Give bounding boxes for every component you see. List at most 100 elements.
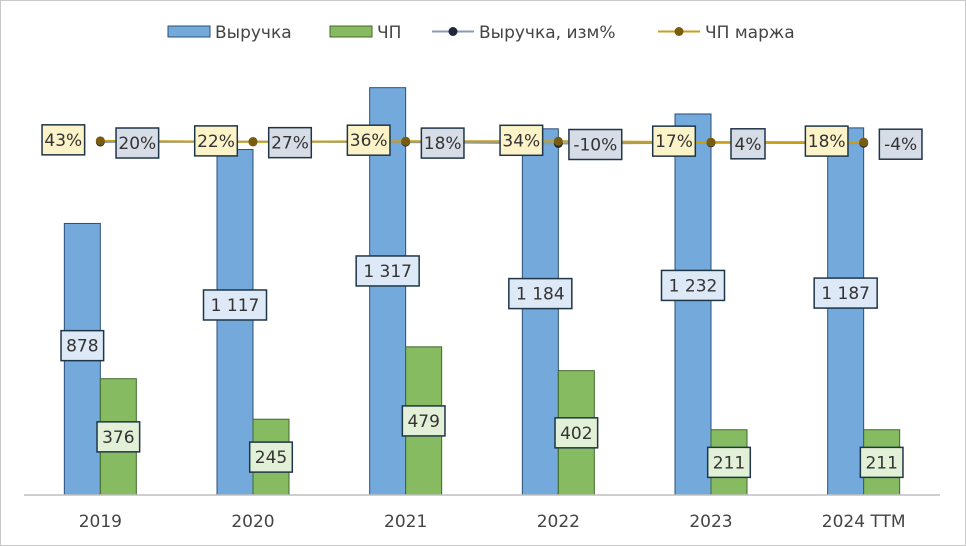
legend-label-1: ЧП	[377, 23, 401, 43]
label-net-profit-2022-box	[554, 417, 599, 449]
label-revenue-change-2019-text: 20%	[118, 134, 156, 154]
legend-marker-3	[674, 27, 684, 36]
legend-label-3: ЧП маржа	[705, 23, 795, 43]
net-margin-point-2022	[553, 136, 563, 146]
label-revenue-change-2022-text: -10%	[573, 136, 617, 156]
data-labels-layer: 878 376 1 117 245 1 317 479 1 184 402 1 232 211 1 …	[41, 124, 923, 479]
label-net-profit-2022: 402	[554, 417, 599, 449]
x-tick-2019: 2019	[79, 512, 122, 532]
label-revenue-2021-text: 1 317	[363, 262, 412, 282]
label-revenue-2019-text: 878	[66, 337, 98, 357]
label-revenue-change-2020-text: 27%	[271, 134, 309, 154]
label-net-profit-2020-text: 245	[255, 448, 287, 468]
legend-marker-2	[448, 27, 458, 36]
label-net-margin-2020-box	[193, 125, 239, 157]
label-net-margin-2023-text: 17%	[655, 132, 693, 152]
label-revenue-2022-box	[508, 277, 573, 310]
label-revenue-2019-box	[60, 329, 105, 362]
label-revenue-change-2024 TTM: -4%	[878, 128, 923, 160]
label-net-margin-2020-text: 22%	[197, 132, 235, 152]
label-net-margin-2023: 17%	[651, 125, 697, 157]
label-revenue-2024 TTM-box	[813, 277, 878, 309]
label-revenue-change-2024 TTM-box	[878, 128, 923, 160]
label-net-profit-2019-box	[96, 421, 141, 453]
label-net-margin-2023-box	[651, 125, 697, 157]
x-tick-2023: 2023	[689, 512, 732, 532]
label-net-margin-2019-text: 43%	[44, 131, 82, 151]
label-net-margin-2024 TTM-text: 18%	[808, 132, 846, 152]
label-revenue-change-2023-text: 4%	[735, 135, 762, 155]
bar-revenue-2023	[674, 113, 712, 496]
label-net-profit-2022-text: 402	[560, 424, 592, 444]
net-margin-point-2020	[248, 137, 258, 147]
label-net-profit-2021: 479	[401, 405, 446, 437]
label-net-margin-2021: 36%	[346, 124, 391, 156]
x-axis: 2019 2020 2021 2022 2023 2024 TTM	[24, 494, 940, 532]
label-net-margin-2019-box	[41, 124, 86, 156]
net-margin-point-2019	[95, 136, 105, 146]
label-revenue-2020-box	[202, 289, 268, 321]
label-revenue-change-2019-box	[115, 127, 160, 159]
net-margin-point-2021	[401, 136, 411, 146]
label-net-margin-2021-text: 36%	[350, 131, 388, 151]
label-revenue-change-2020-box	[267, 126, 313, 159]
label-net-profit-2021-box	[401, 405, 446, 437]
label-net-profit-2023-text: 211	[713, 453, 745, 473]
label-revenue-2020: 1 117	[202, 289, 268, 321]
label-net-margin-2022: 34%	[499, 124, 544, 157]
legend-item-2: Выручка, изм%	[432, 23, 616, 43]
label-net-profit-2019-text: 376	[102, 428, 134, 448]
label-revenue-change-2024 TTM-text: -4%	[884, 135, 917, 155]
label-net-profit-2021-text: 479	[407, 412, 439, 432]
bars-layer	[63, 87, 901, 496]
label-revenue-change-2021-text: 18%	[424, 134, 462, 154]
label-revenue-2022: 1 184	[508, 277, 573, 310]
label-net-profit-2024 TTM: 211	[859, 446, 904, 479]
label-revenue-change-2021-box	[420, 127, 465, 159]
label-revenue-change-2023-box	[730, 128, 766, 160]
label-revenue-2024 TTM: 1 187	[813, 277, 878, 309]
label-net-profit-2024 TTM-box	[859, 446, 904, 479]
bar-revenue-2020	[216, 149, 254, 496]
label-net-profit-2024 TTM-text: 211	[865, 453, 897, 473]
x-tick-2021: 2021	[384, 512, 427, 532]
legend-swatch-0	[167, 25, 211, 38]
label-revenue-change-2021: 18%	[420, 127, 465, 159]
x-tick-2022: 2022	[537, 512, 580, 532]
legend-item-0: Выручка	[167, 23, 292, 43]
label-revenue-change-2022: -10%	[568, 128, 623, 161]
x-tick-2020: 2020	[231, 512, 274, 532]
legend-item-3: ЧП маржа	[658, 23, 795, 43]
legend-label-2: Выручка, изм%	[479, 23, 616, 43]
label-revenue-2023: 1 232	[660, 269, 726, 302]
label-revenue-change-2022-box	[568, 128, 623, 161]
label-net-profit-2023-box	[706, 446, 752, 479]
label-net-profit-2019: 376	[96, 421, 141, 453]
label-net-margin-2021-box	[346, 124, 391, 156]
label-revenue-2023-box	[660, 269, 726, 302]
legend-swatch-1	[329, 25, 373, 38]
net-margin-point-2024 TTM	[859, 137, 869, 147]
label-net-margin-2019: 43%	[41, 124, 86, 156]
label-revenue-2021-box	[355, 255, 420, 287]
label-revenue-change-2023: 4%	[730, 128, 766, 160]
label-net-margin-2022-text: 34%	[502, 131, 540, 151]
label-revenue-2023-text: 1 232	[669, 276, 718, 296]
label-net-margin-2020: 22%	[193, 125, 239, 157]
label-net-profit-2020-box	[248, 441, 294, 473]
legend: Выручка ЧП Выручка, изм% ЧП маржа	[167, 23, 795, 43]
label-revenue-change-2019: 20%	[115, 127, 160, 159]
label-net-profit-2023: 211	[706, 446, 752, 479]
label-net-profit-2020: 245	[248, 441, 294, 473]
label-revenue-2024 TTM-text: 1 187	[821, 284, 870, 304]
label-revenue-change-2020: 27%	[267, 126, 313, 159]
bar-revenue-2024 TTM	[827, 127, 865, 496]
label-revenue-2021: 1 317	[355, 255, 420, 287]
legend-item-1: ЧП	[329, 23, 401, 43]
label-revenue-2020-text: 1 117	[211, 296, 260, 316]
bar-revenue-2022	[521, 128, 559, 496]
x-tick-2024 TTM: 2024 TTM	[822, 512, 906, 532]
label-net-margin-2022-box	[499, 124, 544, 157]
